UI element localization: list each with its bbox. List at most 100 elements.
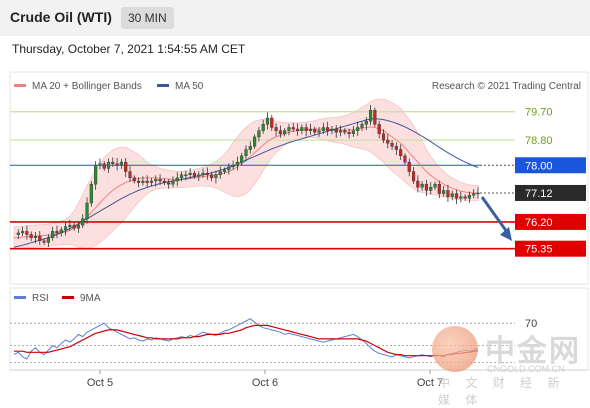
level-support-label-bg-4 <box>515 213 586 230</box>
candle-body-up <box>171 180 175 185</box>
candle-body-down <box>416 180 420 188</box>
candle-body-up <box>222 169 227 172</box>
candle <box>317 127 321 137</box>
candle <box>188 167 192 179</box>
candle <box>283 128 287 137</box>
candle <box>270 114 274 132</box>
candle-body-up <box>149 180 154 183</box>
candle <box>102 161 106 171</box>
candle <box>85 197 89 224</box>
candle <box>59 226 63 237</box>
datetime-label: Thursday, October 7, 2021 1:54:55 AM CET <box>12 42 246 56</box>
candle <box>16 229 20 240</box>
level-support-label-5: 75.35 <box>525 244 553 256</box>
candle <box>252 134 257 149</box>
candle <box>291 122 295 133</box>
candle-body-down <box>278 130 282 134</box>
candle-body-down <box>158 179 162 182</box>
candle <box>167 179 171 189</box>
watermark-url: CNGOLD.COM.CN <box>487 364 565 374</box>
candle-body-down <box>274 127 278 131</box>
candle <box>175 172 179 187</box>
ma50-legend-swatch <box>157 84 169 87</box>
candle <box>171 176 175 188</box>
forecast-arrow-head <box>500 226 512 241</box>
level-support-label-bg-5 <box>515 240 586 257</box>
ma20-legend-label: MA 20 + Bollinger Bands <box>32 81 142 92</box>
candle-body-up <box>244 149 248 157</box>
candle-body-up <box>257 130 261 138</box>
candle-body-down <box>386 139 390 144</box>
candle-body-up <box>98 163 102 166</box>
candle <box>68 219 72 231</box>
candle <box>20 226 25 236</box>
candle-body-down <box>407 161 411 172</box>
candle-body-up <box>197 174 201 177</box>
timeframe-badge[interactable]: 30 MIN <box>121 7 174 29</box>
rsi-legend-swatch <box>14 296 26 299</box>
candle-body-up <box>287 127 291 131</box>
candle <box>111 157 115 167</box>
candle <box>429 182 433 195</box>
candle <box>184 170 188 181</box>
candle <box>119 159 124 169</box>
candle <box>227 163 231 175</box>
candle-body-up <box>184 174 188 176</box>
instrument-title: Crude Oil (WTI) <box>10 9 112 25</box>
candle <box>154 175 158 187</box>
candle <box>326 121 330 136</box>
candle-body-down <box>132 177 136 182</box>
candle <box>356 121 360 136</box>
candle <box>38 230 42 245</box>
candle-body-down <box>334 128 338 133</box>
candle-body-up <box>154 179 158 182</box>
candle <box>51 226 55 241</box>
candle-body-down <box>115 163 119 166</box>
x-tick-label: Oct 6 <box>252 377 278 389</box>
candle <box>407 158 411 177</box>
candle-body-up <box>308 128 313 131</box>
rsi-line <box>13 318 479 360</box>
candle-body-up <box>20 231 25 234</box>
level-pivot-label-bg <box>515 157 586 174</box>
candle-body-up <box>283 130 287 134</box>
candle-body-down <box>136 180 141 183</box>
candle <box>334 124 338 138</box>
candle-body-up <box>59 229 63 234</box>
candle-body-up <box>321 127 325 131</box>
candle-body-down <box>381 133 386 141</box>
candle <box>399 144 403 160</box>
candle <box>192 170 197 179</box>
level-resistance-label: 79.70 <box>525 107 553 119</box>
candle <box>98 158 102 170</box>
candle-body-up <box>46 237 50 243</box>
candle-body-up <box>33 235 38 238</box>
candle <box>141 176 145 186</box>
x-tick-label: Oct 7 <box>417 377 443 389</box>
candle <box>368 105 373 126</box>
candle <box>132 175 136 184</box>
candle <box>454 189 459 204</box>
level-pivot-label: 78.00 <box>525 160 553 172</box>
candle-body-up <box>76 224 81 229</box>
candle <box>29 231 33 242</box>
candle-body-up <box>472 193 476 196</box>
candle <box>433 181 437 190</box>
candle-body-down <box>446 190 450 197</box>
current-price-label: 77.12 <box>525 188 553 200</box>
candle-body-up <box>450 193 454 197</box>
candle <box>231 160 235 170</box>
candle <box>381 129 386 144</box>
candle <box>347 128 351 139</box>
candle <box>459 191 463 203</box>
candle-body-down <box>326 127 330 131</box>
current-price-label-bg <box>515 184 586 201</box>
watermark-logo-icon <box>432 326 478 372</box>
candle <box>158 174 162 186</box>
candle-body-up <box>420 183 424 188</box>
candle-body-down <box>210 174 214 179</box>
candle <box>179 171 184 182</box>
candle-body-up <box>179 174 184 179</box>
candle <box>72 222 76 231</box>
candle-body-up <box>240 155 244 163</box>
